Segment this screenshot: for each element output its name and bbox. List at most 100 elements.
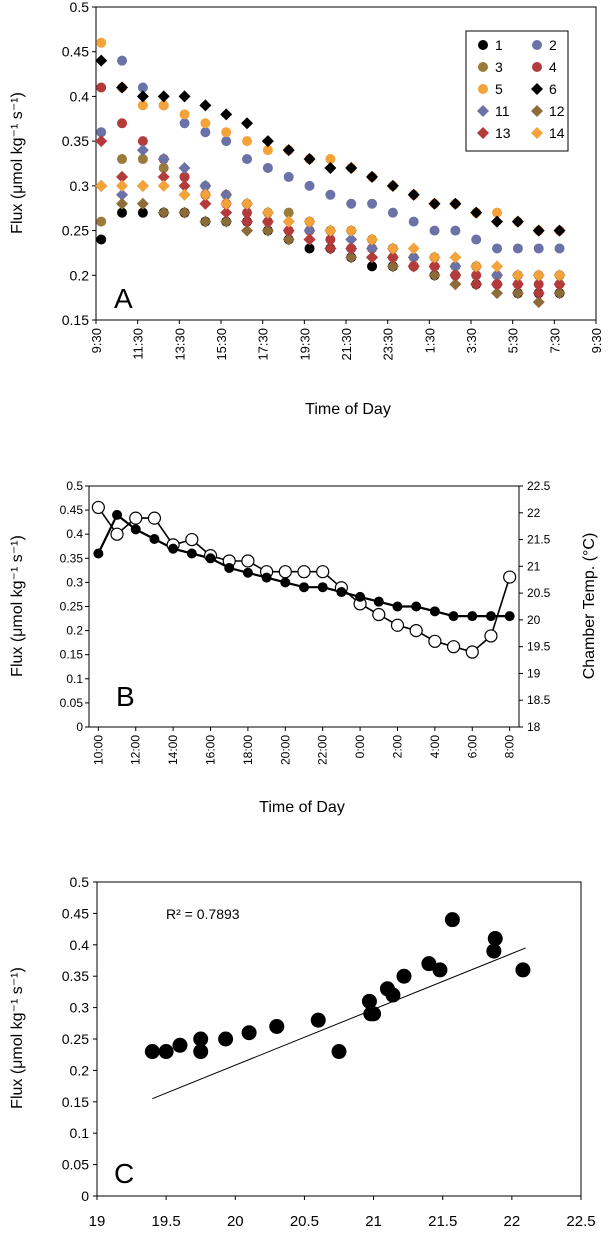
panel-c-point — [241, 1025, 257, 1041]
panel-b-flux-point — [261, 572, 272, 583]
panel-b-x-tick-label: 18:00 — [241, 735, 255, 765]
panel-a-point-series-13 — [95, 135, 108, 148]
panel-a-point-series-13 — [491, 278, 504, 291]
panel-b-y2-tick-label: 18.5 — [527, 693, 551, 707]
panel-b-y2-tick-label: 21 — [527, 559, 541, 573]
panel-b-y-tick-label: 0.35 — [60, 551, 84, 565]
panel-b-temp-point — [446, 640, 461, 654]
panel-a-y-tick-label: 0.3 — [70, 178, 90, 194]
panel-a-point-series-11 — [116, 188, 129, 201]
panel-a-legend-label: 12 — [549, 103, 565, 119]
panel-a-point-series-12 — [261, 224, 274, 237]
panel-a-point-series-2 — [221, 136, 232, 147]
panel-b-temp-point — [428, 634, 442, 648]
panel-a-y-tick-label: 0.4 — [70, 88, 90, 104]
panel-a-legend-marker-14 — [531, 127, 543, 139]
panel-b-temp-point — [185, 532, 199, 547]
panel-a-legend-label: 5 — [495, 81, 503, 97]
panel-b-flux-point — [504, 611, 515, 622]
panel-a-x-tick-label: 5:30 — [506, 328, 521, 353]
panel-a-legend-marker-4 — [532, 62, 542, 72]
panel-a-point-series-5 — [262, 145, 273, 156]
panel-b-flux-point — [186, 548, 197, 559]
panel-b-y-tick-label: 0.2 — [66, 624, 83, 638]
panel-a-point-series-14 — [199, 188, 212, 201]
panel-c-point — [444, 912, 460, 928]
panel-a-point-series-13 — [282, 224, 295, 237]
panel-a-point-series-4 — [533, 279, 544, 290]
panel-c-y-tick-label: 0.25 — [62, 1031, 89, 1047]
panel-a-point-series-5 — [179, 109, 190, 120]
panel-a-point-series-13 — [324, 242, 337, 255]
panel-a-x-tick-label: 21:30 — [339, 328, 354, 361]
panel-a-point-series-14 — [407, 242, 420, 255]
panel-a-point-series-12 — [199, 215, 212, 228]
panel-a-point-series-4 — [179, 171, 190, 182]
panel-b-y-axis-title: Flux (μmol kg⁻¹ s⁻¹) — [9, 535, 26, 677]
panel-a-point-series-6 — [532, 224, 545, 237]
panel-b-flux-point — [485, 611, 496, 622]
panel-a-point-series-11 — [157, 153, 170, 166]
panel-a-legend-label: 4 — [549, 59, 557, 75]
panel-a-flux-time: 0.50.450.40.350.30.250.20.15 9:30 11:30 13… — [9, 0, 604, 418]
panel-a-label: A — [114, 283, 133, 314]
panel-b-y2-tick-label: 22.5 — [527, 479, 551, 493]
panel-a-legend-label: 1 — [495, 37, 503, 53]
panel-c-point — [158, 1044, 174, 1060]
panel-c-x-tick-label: 21 — [365, 1213, 382, 1230]
panel-c-x-tick-label: 19 — [89, 1213, 106, 1230]
panel-a-point-series-2 — [408, 216, 419, 227]
panel-a-point-series-11 — [345, 233, 358, 246]
panel-b-flux-point — [429, 606, 440, 617]
panel-b-x-tick-label: 6:00 — [465, 735, 479, 759]
panel-a-legend-label: 13 — [495, 125, 511, 141]
panel-a-point-series-5 — [200, 118, 211, 129]
panel-a-point-series-13 — [345, 242, 358, 255]
panel-a-point-series-14 — [366, 233, 379, 246]
panel-a-x-tick-label: 9:30 — [89, 328, 104, 353]
panel-c-y-tick-label: 0.15 — [62, 1094, 89, 1110]
panel-b-flux-point — [373, 596, 384, 607]
panel-a-y-tick-label: 0.5 — [70, 0, 90, 15]
panel-a-point-series-14 — [449, 251, 462, 264]
panel-c-r-squared: R² = 0.7893 — [166, 906, 240, 922]
panel-a-point-series-14 — [491, 260, 504, 273]
panel-a-point-series-3 — [96, 216, 107, 227]
panel-a-y-tick-label: 0.15 — [62, 312, 89, 328]
panel-a-legend-label: 2 — [549, 37, 557, 53]
panel-b-temp-point — [129, 511, 143, 525]
panel-b-y2-tick-label: 22 — [527, 506, 541, 520]
panel-a-point-series-11 — [449, 260, 462, 273]
panel-a-point-series-12 — [116, 197, 129, 210]
panel-c-trendline — [152, 947, 526, 1100]
panel-a-point-series-13 — [386, 251, 399, 264]
panel-a-point-series-12 — [428, 269, 441, 282]
panel-a-point-series-2 — [262, 162, 273, 173]
panel-c-point — [144, 1044, 160, 1060]
panel-a-point-series-13 — [407, 260, 420, 273]
panel-a-point-series-4 — [325, 234, 336, 245]
panel-a-point-series-5 — [325, 154, 336, 165]
panel-a-point-series-13 — [220, 206, 233, 219]
panel-b-flux-point — [317, 582, 328, 593]
panel-a-legend-marker-3 — [478, 62, 488, 72]
panel-b-x-tick-label: 22:00 — [316, 735, 330, 765]
panel-c-point — [218, 1031, 234, 1047]
panel-a-point-series-2 — [346, 198, 357, 209]
panel-a-point-series-4 — [137, 136, 148, 147]
panel-a-point-series-2 — [242, 154, 253, 165]
panel-a-x-tick-label: 15:30 — [214, 328, 229, 361]
panel-b-flux-point — [411, 601, 422, 612]
panel-a-x-tick-label: 3:30 — [464, 328, 479, 353]
panel-a-point-series-6 — [449, 197, 462, 210]
panel-a-point-series-4 — [471, 270, 482, 281]
panel-a-point-series-3 — [137, 154, 148, 165]
panel-a-point-series-13 — [428, 260, 441, 273]
panel-a-point-series-12 — [532, 296, 545, 309]
panel-c-x-tick-label: 20.5 — [290, 1213, 319, 1230]
panel-a-point-series-6 — [261, 135, 274, 148]
panel-a-legend-marker-13 — [477, 127, 489, 139]
panel-a-x-tick-label: 17:30 — [256, 328, 271, 361]
panel-b-y2-tick-label: 20 — [527, 613, 541, 627]
panel-a-point-series-14 — [303, 215, 316, 228]
